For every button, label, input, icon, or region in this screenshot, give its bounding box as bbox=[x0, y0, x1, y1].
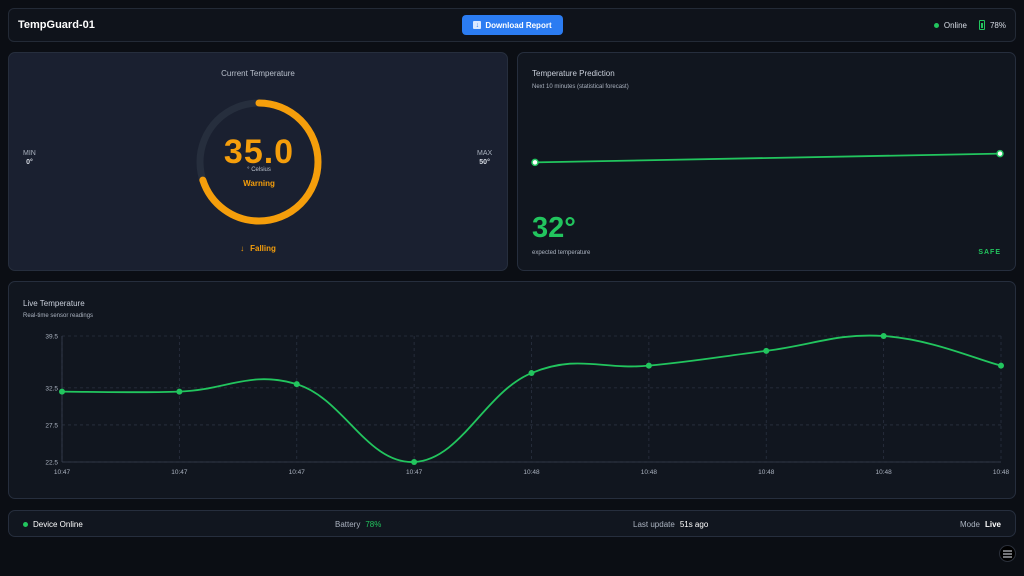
max-range: MAX 50° bbox=[477, 150, 492, 166]
data-point bbox=[293, 381, 300, 388]
mode-value: Live bbox=[984, 520, 1001, 529]
top-bar: TempGuard-01 ↓ Download Report Online 78… bbox=[8, 8, 1016, 42]
prediction-title: Temperature Prediction bbox=[532, 69, 615, 78]
temperature-prediction-card: Temperature Prediction Next 10 minutes (… bbox=[517, 52, 1016, 271]
data-point bbox=[176, 388, 183, 395]
max-label: MAX bbox=[477, 150, 493, 157]
data-point bbox=[59, 388, 65, 395]
current-temperature-value: 35.0 bbox=[223, 133, 295, 171]
data-point bbox=[998, 362, 1004, 369]
trend-label: Falling bbox=[250, 244, 276, 253]
x-tick-label: 10:48 bbox=[875, 469, 892, 476]
live-temperature-card: Live Temperature Real-time sensor readin… bbox=[8, 281, 1016, 499]
temperature-trend: ↓ Falling bbox=[9, 244, 507, 253]
last-update-label: Last update bbox=[633, 520, 675, 529]
data-point bbox=[411, 459, 418, 465]
y-tick-label: 32.5 bbox=[45, 385, 58, 392]
footer-battery-label: Battery bbox=[335, 520, 361, 529]
device-online-dot bbox=[23, 522, 28, 527]
x-tick-label: 10:47 bbox=[406, 469, 423, 476]
x-tick-label: 10:47 bbox=[171, 469, 188, 476]
min-label: MIN bbox=[23, 150, 36, 157]
min-range: MIN 0° bbox=[23, 150, 36, 166]
device-status-label: Device Online bbox=[33, 520, 83, 529]
download-icon: ↓ bbox=[473, 21, 482, 29]
prediction-chart bbox=[531, 149, 1004, 167]
live-chart-title: Live Temperature bbox=[23, 299, 85, 308]
predicted-temperature-caption: expected temperature bbox=[532, 250, 591, 256]
data-point bbox=[645, 362, 652, 369]
temperature-status: Warning bbox=[243, 179, 275, 188]
online-status-dot bbox=[933, 22, 939, 28]
menu-button[interactable] bbox=[999, 545, 1016, 562]
current-temperature-card: Current Temperature 35.0 ° Celsius Warni… bbox=[8, 52, 508, 271]
x-tick-label: 10:47 bbox=[289, 469, 306, 476]
mode-label: Mode bbox=[959, 520, 980, 529]
y-tick-label: 39.5 bbox=[45, 334, 58, 341]
arrow-down-icon: ↓ bbox=[240, 244, 245, 253]
last-update-value: 51s ago bbox=[679, 520, 709, 529]
x-tick-label: 10:48 bbox=[523, 469, 540, 476]
max-value: 50° bbox=[479, 159, 490, 166]
temperature-unit: ° Celsius bbox=[247, 167, 271, 173]
device-title: TempGuard-01 bbox=[18, 19, 95, 31]
y-tick-label: 27.5 bbox=[45, 422, 58, 429]
live-temperature-chart: 22.5 27.5 32.5 39.5 10:47 10:47 10:47 10:47 10:4… bbox=[45, 333, 1010, 476]
connection-status: Online 78% bbox=[933, 20, 1006, 30]
gauge-title: Current Temperature bbox=[221, 69, 295, 78]
data-point bbox=[763, 347, 770, 354]
download-report-button[interactable]: ↓ Download Report bbox=[462, 15, 563, 35]
prediction-point bbox=[996, 149, 1004, 158]
menu-icon bbox=[1003, 550, 1012, 557]
prediction-status-badge: SAFE bbox=[978, 249, 1001, 256]
x-tick-label: 10:48 bbox=[641, 469, 658, 476]
prediction-line bbox=[534, 152, 1001, 164]
data-point bbox=[880, 333, 887, 339]
battery-level: 78% bbox=[989, 20, 1006, 30]
online-status-label: Online bbox=[943, 20, 967, 30]
x-tick-label: 10:47 bbox=[54, 469, 71, 476]
battery-icon bbox=[978, 20, 985, 30]
footer-battery: Battery 78% bbox=[335, 520, 381, 529]
data-point bbox=[528, 370, 535, 377]
footer-mode: Mode Live bbox=[960, 520, 1001, 529]
x-tick-label: 10:48 bbox=[758, 469, 775, 476]
min-value: 0° bbox=[26, 159, 33, 166]
live-chart-subtitle: Real-time sensor readings bbox=[23, 313, 94, 319]
temperature-gauge bbox=[196, 99, 322, 225]
x-tick-label: 10:48 bbox=[993, 469, 1010, 476]
status-footer: Device Online Battery 78% Last update 51… bbox=[8, 510, 1016, 537]
prediction-point bbox=[531, 158, 539, 167]
live-temperature-line bbox=[61, 334, 1002, 463]
gauge-fill-arc bbox=[196, 99, 322, 225]
footer-last-update: Last update 51s ago bbox=[633, 520, 708, 529]
predicted-temperature-value: 32° bbox=[532, 212, 576, 244]
download-report-label: Download Report bbox=[485, 20, 552, 30]
prediction-subtitle: Next 10 minutes (statistical forecast) bbox=[532, 84, 629, 90]
footer-battery-value: 78% bbox=[365, 520, 382, 529]
y-tick-label: 22.5 bbox=[45, 460, 58, 467]
device-status: Device Online bbox=[23, 520, 83, 529]
